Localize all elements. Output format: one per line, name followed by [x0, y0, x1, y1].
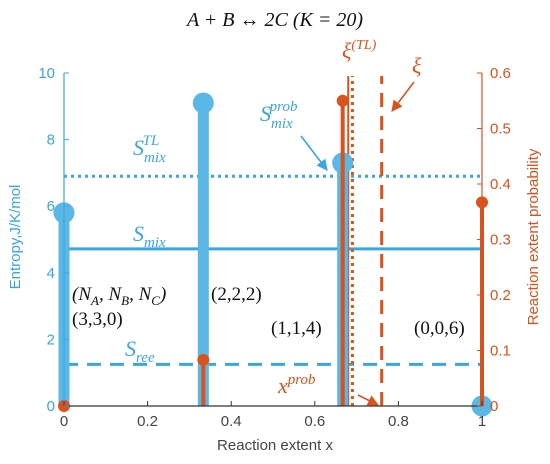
y-left-tick-label-3: 6 [47, 198, 55, 215]
y-right-tick-label-2: 0.2 [490, 287, 511, 304]
s-mix-tl-label: SmixTL [133, 133, 166, 166]
x-axis-label: Reaction extent x [217, 437, 333, 454]
probability-marker-1 [197, 353, 210, 366]
x-tick-label-4: 0.8 [388, 413, 409, 430]
y-axis-right-label: Reaction extent probability [525, 148, 542, 325]
s-mix-prob-label: Smixprob [260, 99, 298, 132]
y-right-tick-label-3: 0.3 [490, 232, 511, 249]
y-right-tick-label-6: 0.6 [490, 65, 511, 82]
y-right-tick-label-5: 0.5 [490, 121, 511, 138]
composition-label-2: (1,1,4) [271, 318, 322, 339]
y-left-tick-label-1: 2 [47, 331, 55, 348]
y-left-tick-label-0: 0 [47, 398, 55, 415]
x-tick-label-1: 0.2 [137, 413, 158, 430]
x-tick-label-5: 1 [478, 413, 486, 430]
x-prob-label: xprob [277, 372, 316, 398]
y-left-tick-label-5: 10 [38, 65, 55, 82]
reference-lines [64, 76, 482, 406]
x-tick-label-2: 0.4 [221, 413, 242, 430]
composition-label-1: (2,2,2) [211, 284, 262, 305]
y-right-tick-label-1: 0.1 [490, 343, 511, 360]
chart-title: A + B ↔ 2C (K = 20) [185, 9, 363, 31]
probability-marker-2 [336, 94, 349, 107]
x-tick-label-0: 0 [60, 413, 68, 430]
y-left-tick-label-4: 8 [47, 132, 55, 149]
y-right-tick-label-4: 0.4 [490, 176, 511, 193]
composition-header: (NA, NB, NC) [72, 284, 166, 308]
s-mix-prob-arrow [300, 135, 328, 171]
composition-label-3: (0,0,6) [414, 318, 465, 339]
xi-arrow [391, 81, 415, 112]
y-left-tick-label-2: 4 [47, 265, 55, 282]
y-axis-left-label: Entropy,J/K/mol [7, 185, 24, 290]
s-mix-label: Smix [133, 221, 166, 251]
x-prob-arrow [357, 394, 380, 406]
entropy-marker-1 [192, 92, 214, 114]
xi-tl-label: ξ(TL) [342, 38, 377, 63]
composition-label-0: (3,3,0) [72, 309, 123, 330]
x-tick-label-3: 0.6 [304, 413, 325, 430]
data-stems [53, 92, 493, 417]
s-ree-label: Sree [125, 336, 155, 366]
y-right-tick-label-0: 0 [490, 398, 498, 415]
xi-label: ξ [412, 53, 422, 78]
